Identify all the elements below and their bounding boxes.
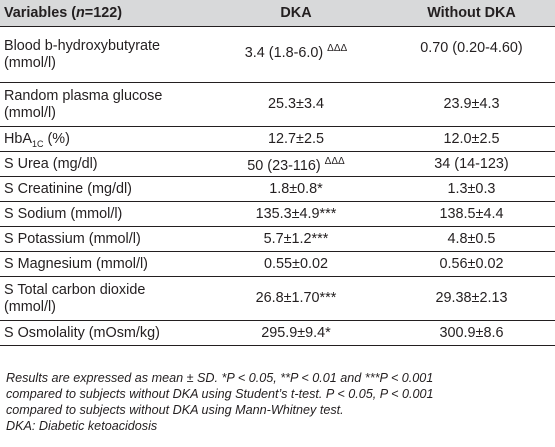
table-row: Random plasma glucose (mmol/l) 25.3±3.4 … [0, 82, 555, 127]
dka-value: 0.55±0.02 [204, 251, 388, 277]
without-dka-value: 138.5±4.4 [388, 201, 555, 227]
without-dka-value: 0.70 (0.20-4.60) [388, 26, 555, 83]
dka-value: 26.8±1.70*** [204, 276, 388, 321]
without-dka-value: 23.9±4.3 [388, 82, 555, 127]
table-row: S Urea (mg/dl) 50 (23-116) ΔΔΔ 34 (14-12… [0, 151, 555, 177]
dka-value: 50 (23-116) ΔΔΔ [204, 151, 388, 177]
header-without-dka: Without DKA [388, 0, 555, 27]
delta-mark: ΔΔΔ [327, 43, 348, 54]
row-label: Blood b-hydroxybutyrate (mmol/l) [0, 26, 204, 83]
table-row: HbA1C (%) 12.7±2.5 12.0±2.5 [0, 126, 555, 152]
row-label: S Sodium (mmol/l) [0, 201, 204, 227]
table-footnotes: Results are expressed as mean ± SD. *P <… [6, 370, 551, 434]
without-dka-value: 300.9±8.6 [388, 320, 555, 346]
row-label: HbA1C (%) [0, 126, 204, 152]
row-label: S Magnesium (mmol/l) [0, 251, 204, 277]
without-dka-value: 12.0±2.5 [388, 126, 555, 152]
dka-value: 5.7±1.2*** [204, 226, 388, 252]
table-row: S Creatinine (mg/dl) 1.8±0.8* 1.3±0.3 [0, 176, 555, 202]
header-variables: Variables (n=122) [0, 0, 204, 27]
without-dka-value: 0.56±0.02 [388, 251, 555, 277]
table-row: S Sodium (mmol/l) 135.3±4.9*** 138.5±4.4 [0, 201, 555, 227]
dka-value: 25.3±3.4 [204, 82, 388, 127]
table-row: S Total carbon dioxide (mmol/l) 26.8±1.7… [0, 276, 555, 321]
row-label: S Creatinine (mg/dl) [0, 176, 204, 202]
dka-value: 1.8±0.8* [204, 176, 388, 202]
without-dka-value: 1.3±0.3 [388, 176, 555, 202]
dka-value: 12.7±2.5 [204, 126, 388, 152]
dka-value: 135.3±4.9*** [204, 201, 388, 227]
footnote-line: compared to subjects without DKA using M… [6, 403, 344, 417]
delta-mark: ΔΔΔ [324, 156, 345, 168]
table-row: S Osmolality (mOsm/kg) 295.9±9.4* 300.9±… [0, 320, 555, 346]
footnote-line: compared to subjects without DKA using S… [6, 387, 434, 401]
without-dka-value: 29.38±2.13 [388, 276, 555, 321]
row-label: Random plasma glucose (mmol/l) [0, 82, 204, 127]
header-dka: DKA [204, 0, 388, 27]
results-table: Variables (n=122) DKA Without DKA Blood … [0, 0, 555, 346]
without-dka-value: 4.8±0.5 [388, 226, 555, 252]
footnote-line: Results are expressed as mean ± SD. *P <… [6, 371, 434, 385]
table-row: Blood b-hydroxybutyrate (mmol/l) 3.4 (1.… [0, 26, 555, 83]
row-label: S Potassium (mmol/l) [0, 226, 204, 252]
footnote-abbreviation: DKA: Diabetic ketoacidosis [6, 419, 158, 433]
table-row: S Magnesium (mmol/l) 0.55±0.02 0.56±0.02 [0, 251, 555, 277]
table-row: S Potassium (mmol/l) 5.7±1.2*** 4.8±0.5 [0, 226, 555, 252]
dka-value: 3.4 (1.8-6.0) ΔΔΔ [204, 26, 388, 83]
table-header-row: Variables (n=122) DKA Without DKA [0, 0, 555, 27]
dka-value: 295.9±9.4* [204, 320, 388, 346]
row-label: S Total carbon dioxide (mmol/l) [0, 276, 204, 321]
row-label: S Osmolality (mOsm/kg) [0, 320, 204, 346]
row-label: S Urea (mg/dl) [0, 151, 204, 177]
without-dka-value: 34 (14-123) [388, 151, 555, 177]
